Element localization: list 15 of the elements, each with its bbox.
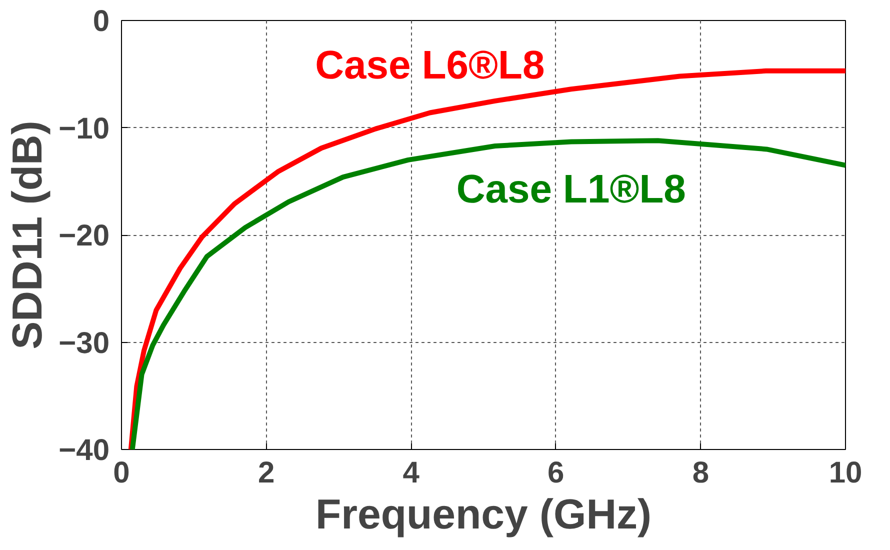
x-tick-label: 0: [113, 456, 130, 490]
x-tick-label: 6: [548, 456, 564, 490]
x-axis-title: Frequency (GHz): [315, 490, 652, 538]
series-label: Case L1®L8: [456, 168, 686, 212]
y-tick-label: −30: [58, 326, 110, 360]
series-label: Case L6®L8: [315, 44, 545, 88]
y-tick-label: −20: [58, 220, 110, 252]
y-tick-label: 0: [92, 5, 110, 38]
y-tick-label: −40: [58, 434, 110, 467]
x-tick-label: 8: [692, 456, 710, 490]
x-tick-label: 2: [258, 456, 275, 490]
x-tick-label: 4: [402, 456, 420, 490]
y-axis-title: SDD11 (dB): [4, 120, 51, 350]
x-tick-label: 10: [828, 456, 862, 490]
y-tick-label: −10: [58, 112, 110, 146]
